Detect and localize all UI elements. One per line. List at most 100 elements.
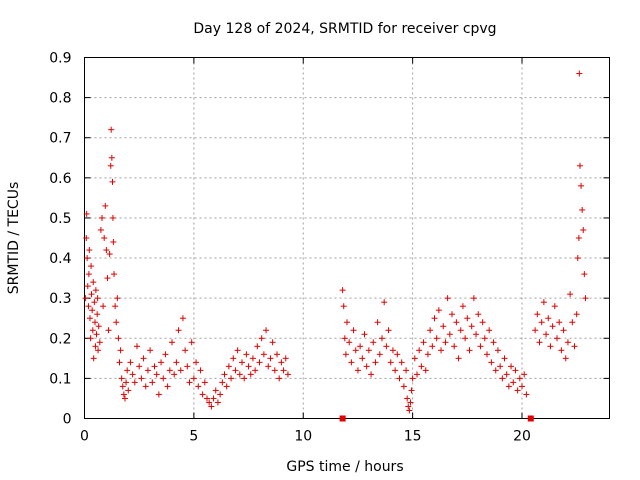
data-point bbox=[438, 347, 445, 354]
data-point bbox=[484, 351, 490, 358]
data-point bbox=[554, 335, 560, 342]
data-point bbox=[199, 391, 206, 398]
data-point bbox=[96, 339, 103, 346]
data-point bbox=[519, 383, 525, 390]
data-point bbox=[142, 383, 149, 390]
data-point bbox=[100, 303, 107, 310]
data-point bbox=[160, 375, 167, 382]
data-point bbox=[108, 154, 115, 161]
data-point bbox=[435, 307, 442, 314]
data-point bbox=[197, 367, 204, 374]
y-tick-label: 0.4 bbox=[49, 251, 71, 267]
data-point bbox=[431, 315, 438, 322]
data-point bbox=[352, 347, 359, 354]
data-point bbox=[92, 287, 99, 294]
data-point bbox=[118, 375, 125, 382]
data-point bbox=[271, 367, 278, 374]
data-point bbox=[125, 387, 132, 394]
data-point bbox=[424, 351, 431, 358]
data-point bbox=[177, 367, 184, 374]
data-point bbox=[87, 335, 94, 342]
data-point bbox=[427, 327, 434, 334]
data-point bbox=[119, 383, 126, 390]
data-point bbox=[451, 343, 458, 350]
data-point bbox=[407, 399, 414, 406]
data-point bbox=[575, 235, 582, 241]
data-point bbox=[468, 323, 475, 330]
y-tick-label: 0.6 bbox=[49, 171, 71, 187]
data-point bbox=[523, 391, 530, 398]
data-point bbox=[276, 375, 283, 382]
x-tick-label: 10 bbox=[294, 429, 312, 445]
data-point bbox=[411, 355, 418, 362]
data-point bbox=[488, 359, 495, 366]
data-point bbox=[124, 367, 131, 374]
y-tick-label: 0.2 bbox=[49, 331, 71, 347]
data-point bbox=[190, 375, 197, 382]
data-point bbox=[129, 371, 136, 378]
data-point bbox=[370, 339, 377, 346]
data-point bbox=[444, 295, 451, 302]
data-point bbox=[234, 347, 241, 354]
data-point bbox=[571, 343, 578, 350]
data-point bbox=[564, 339, 571, 346]
data-point bbox=[223, 383, 230, 390]
data-point bbox=[516, 375, 523, 382]
data-point bbox=[354, 367, 361, 374]
data-point bbox=[232, 367, 239, 374]
data-point bbox=[228, 375, 235, 382]
data-point bbox=[245, 363, 252, 370]
data-point bbox=[166, 367, 173, 374]
x-axis-label: GPS time / hours bbox=[286, 459, 403, 475]
data-point bbox=[114, 295, 121, 302]
data-point bbox=[83, 210, 90, 217]
data-point bbox=[175, 327, 182, 334]
data-point bbox=[260, 351, 267, 358]
axis-ticks bbox=[84, 57, 610, 419]
data-point bbox=[403, 367, 410, 374]
data-point bbox=[90, 279, 97, 286]
data-point bbox=[219, 379, 226, 386]
data-point bbox=[147, 347, 154, 354]
data-point bbox=[88, 291, 95, 298]
data-point bbox=[106, 251, 113, 258]
data-point bbox=[422, 367, 429, 374]
data-point bbox=[184, 363, 191, 370]
data-point bbox=[392, 367, 399, 374]
data-point bbox=[573, 311, 580, 318]
data-point bbox=[155, 391, 162, 398]
data-point bbox=[206, 399, 213, 406]
data-point bbox=[477, 343, 484, 350]
data-point bbox=[543, 331, 550, 338]
data-point bbox=[536, 339, 543, 346]
data-point bbox=[346, 339, 353, 346]
data-point bbox=[123, 379, 130, 386]
data-point bbox=[193, 359, 200, 366]
data-point bbox=[97, 226, 104, 233]
data-point bbox=[433, 335, 440, 342]
data-point bbox=[267, 355, 274, 362]
data-point bbox=[182, 347, 189, 354]
data-point bbox=[269, 339, 276, 346]
data-point bbox=[149, 379, 156, 386]
data-point bbox=[409, 375, 416, 382]
data-point bbox=[284, 371, 291, 378]
data-point bbox=[212, 387, 219, 394]
y-axis-label: SRMTID / TECUs bbox=[6, 182, 22, 295]
chart-title: Day 128 of 2024, SRMTID for receiver cpv… bbox=[193, 21, 496, 37]
data-point bbox=[136, 363, 143, 370]
data-point bbox=[385, 327, 392, 334]
data-point bbox=[534, 311, 541, 318]
data-point bbox=[361, 331, 368, 338]
data-point bbox=[221, 371, 228, 378]
data-point bbox=[486, 327, 493, 334]
data-point bbox=[505, 383, 512, 390]
data-point bbox=[453, 319, 460, 326]
data-point bbox=[103, 247, 110, 254]
data-point bbox=[94, 295, 101, 302]
y-tick-label: 0 bbox=[63, 412, 72, 428]
data-point bbox=[538, 319, 545, 326]
data-point bbox=[582, 295, 589, 302]
data-point bbox=[113, 319, 120, 326]
